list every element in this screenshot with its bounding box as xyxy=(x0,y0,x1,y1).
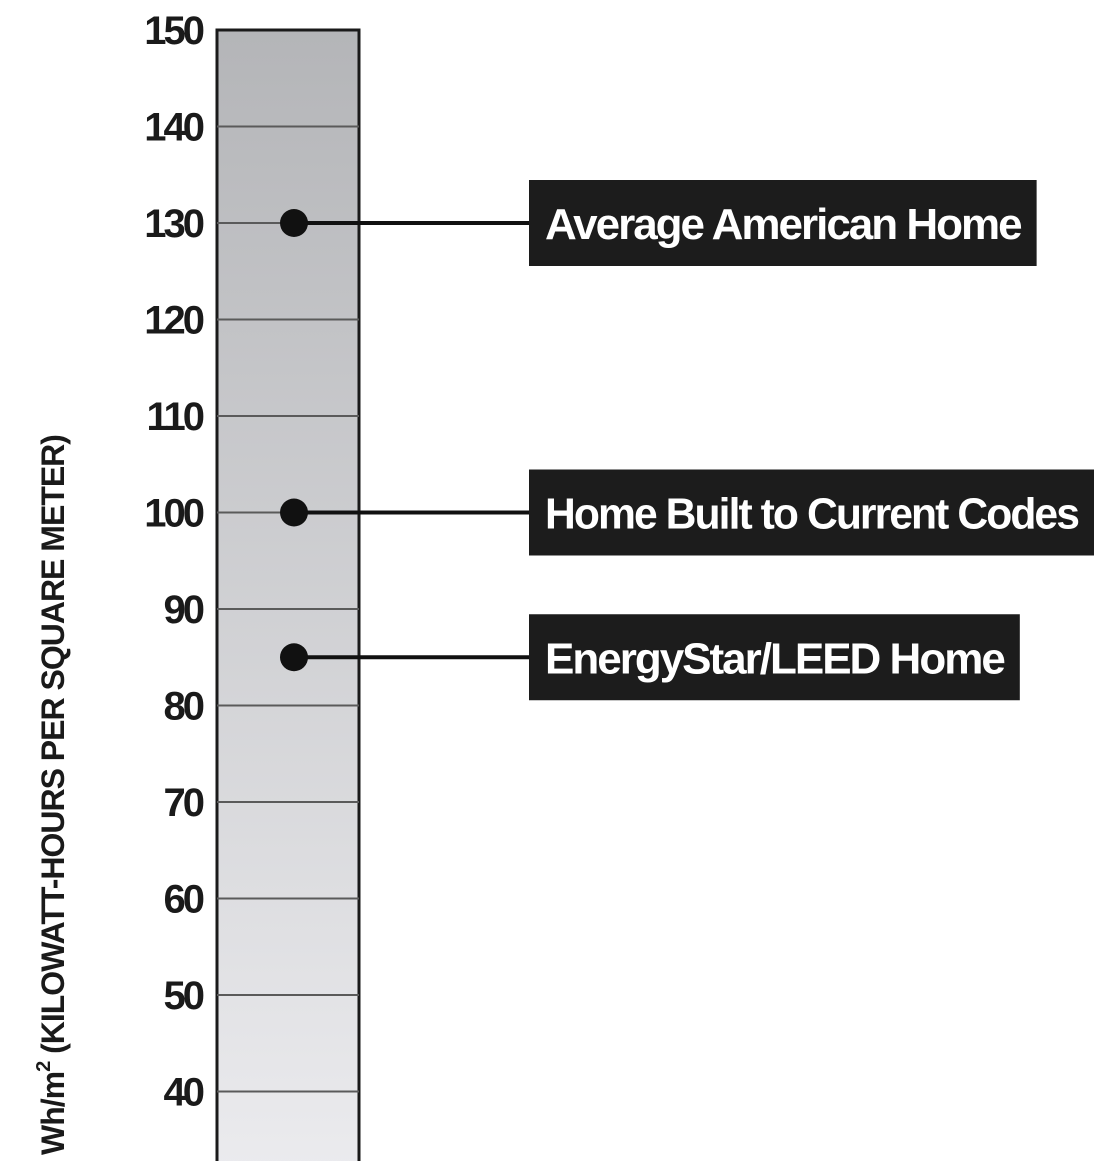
y-tick-label-130: 130 xyxy=(144,202,203,246)
y-tick-label-40: 40 xyxy=(164,1071,204,1115)
data-label-1: Average American Home xyxy=(545,200,1021,249)
y-tick-label-100: 100 xyxy=(144,492,203,536)
label-box-3 xyxy=(529,614,1020,701)
data-point-2: Home Built to Current Codes xyxy=(280,469,1094,556)
y-tick-labels: 40 50 60 70 80 90 100 110 120 130 140 150 xyxy=(144,9,207,1115)
label-box-2 xyxy=(529,469,1094,556)
y-axis-label-superscript: 2 xyxy=(33,1061,55,1072)
y-tick-label-120: 120 xyxy=(144,299,203,343)
y-tick-label-140: 140 xyxy=(144,106,203,150)
marker-dot-1 xyxy=(280,209,308,237)
y-axis-label-main: Wh/m xyxy=(35,1072,71,1155)
y-tick-label-70: 70 xyxy=(164,781,204,825)
y-tick-label-110: 110 xyxy=(146,395,203,439)
y-tick-label-90: 90 xyxy=(164,588,204,632)
data-markers: Average American Home Home Built to Curre… xyxy=(280,180,1094,701)
y-tick-label-60: 60 xyxy=(164,878,204,922)
data-point-1: Average American Home xyxy=(280,180,1037,266)
marker-dot-2 xyxy=(280,498,308,527)
y-axis-label: Wh/m2 (KILOWATT-HOURS PER SQUARE METER) xyxy=(33,435,71,1155)
data-label-2: Home Built to Current Codes xyxy=(545,490,1079,539)
y-axis-label-rest: (KILOWATT-HOURS PER SQUARE METER) xyxy=(35,435,71,1062)
scale-bar xyxy=(215,28,361,1161)
y-tick-label-50: 50 xyxy=(164,974,204,1018)
data-label-3: EnergyStar/LEED Home xyxy=(545,634,1004,683)
label-box-1 xyxy=(529,180,1037,266)
y-tick-label-80: 80 xyxy=(164,685,204,729)
data-point-3: EnergyStar/LEED Home xyxy=(280,614,1020,701)
y-tick-label-150: 150 xyxy=(144,9,203,53)
marker-dot-3 xyxy=(280,643,308,672)
